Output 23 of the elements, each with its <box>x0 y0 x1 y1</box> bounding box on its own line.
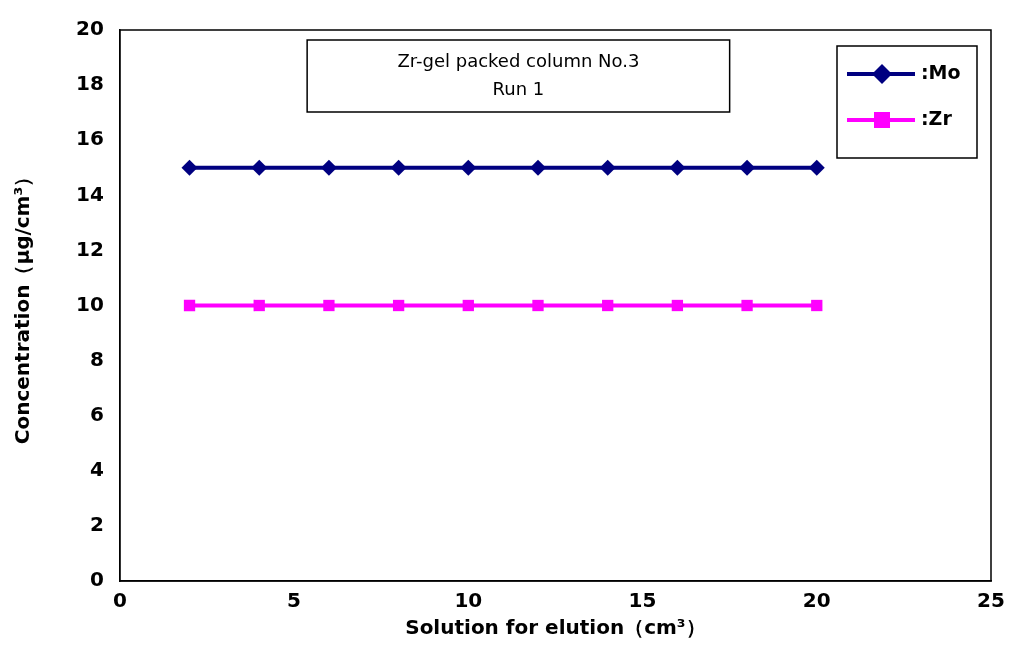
y-tick-label: 18 <box>75 71 104 96</box>
y-tick-label: 8 <box>89 346 104 371</box>
y-tick-label: 4 <box>89 457 104 481</box>
y-tick-label: 6 <box>89 401 104 426</box>
x-tick-label: 25 <box>977 588 1005 613</box>
text: Zr-gel packed column No.3 <box>397 49 640 71</box>
legend-label: :Zr <box>921 106 953 129</box>
x-tick-label: 5 <box>287 588 302 613</box>
x-tick-label: 15 <box>628 588 657 613</box>
x-tick-label: 20 <box>802 588 831 613</box>
y-tick-label: 0 <box>89 567 104 592</box>
x-tick-label: 10 <box>454 588 483 613</box>
legend-label: :Mo <box>921 60 961 83</box>
y-axis-title: Concentration（μg/cm³） <box>10 166 35 445</box>
y-tick-label: 16 <box>75 126 104 151</box>
y-tick-label: 10 <box>75 291 104 316</box>
y-tick-label: 2 <box>89 512 104 537</box>
x-axis-title: Solution for elution（cm³） <box>405 615 706 640</box>
text: Run 1 <box>492 77 545 99</box>
y-tick-label: 12 <box>75 236 104 261</box>
y-tick-label: 14 <box>75 181 104 206</box>
x-tick-label: 0 <box>112 588 127 613</box>
y-tick-label: 20 <box>75 16 104 41</box>
